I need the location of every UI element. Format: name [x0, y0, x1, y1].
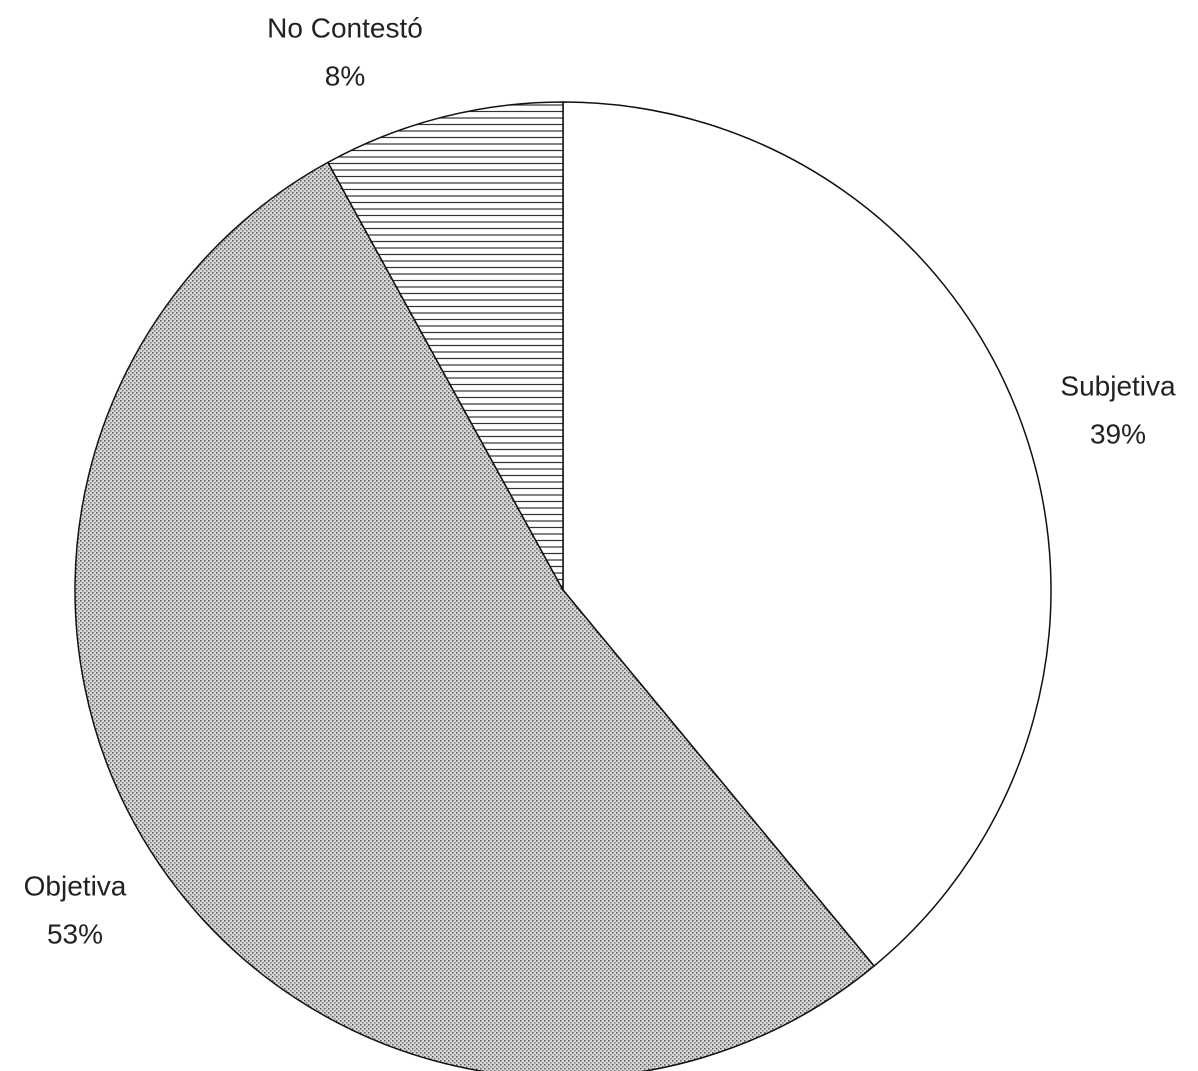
- slice-value-label: 53%: [47, 918, 103, 949]
- slice-label: Subjetiva: [1060, 370, 1176, 401]
- slice-label: No Contestó: [267, 12, 423, 43]
- pie-slice: [74, 161, 876, 1071]
- slice-label: Objetiva: [24, 870, 127, 901]
- slice-value-label: 8%: [325, 60, 365, 91]
- pie-slice: [562, 101, 1052, 968]
- slice-value-label: 39%: [1090, 418, 1146, 449]
- pie-slice: [326, 101, 564, 591]
